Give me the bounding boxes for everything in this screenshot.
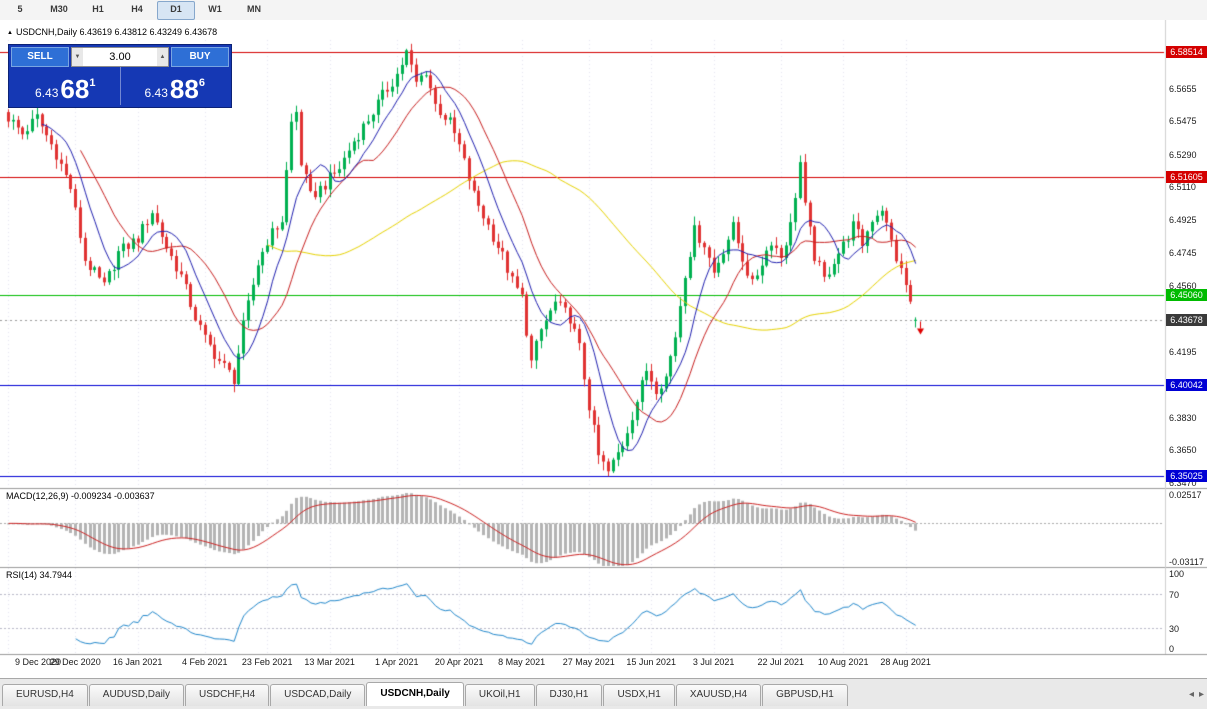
timeframe-button-w1[interactable]: W1 xyxy=(208,3,222,14)
level-price-tag[interactable]: 6.35025 xyxy=(1166,469,1207,482)
price-axis-tick: 6.5110 xyxy=(1169,181,1196,192)
volume-decrease-button[interactable]: ▼ xyxy=(72,48,83,66)
date-axis-label: 27 May 2021 xyxy=(562,657,615,667)
chart-window: ▲ USDCNH,Daily 6.43619 6.43812 6.43249 6.… xyxy=(0,20,1207,678)
macd-axis-bottom-label: -0.03117 xyxy=(1169,557,1204,567)
trade-panel-controls: SELL ▼ 3.00 ▲ BUY xyxy=(11,47,229,67)
price-axis-tick: 6.3650 xyxy=(1169,445,1197,456)
level-price-tag[interactable]: 6.58514 xyxy=(1166,46,1207,59)
price-axis-tick: 6.4925 xyxy=(1169,215,1197,226)
date-axis-label: 1 Apr 2021 xyxy=(375,657,419,667)
chart-tabs: EURUSD,H4 AUDUSD,Daily USDCHF,H4 USDCAD,Dai… xyxy=(2,682,849,709)
timeframe-button-h1[interactable]: H1 xyxy=(92,3,104,14)
chart-title: ▲ USDCNH,Daily 6.43619 6.43812 6.43249 6.… xyxy=(7,27,217,37)
macd-indicator-label: MACD(12,26,9) -0.009234 -0.003637 xyxy=(6,491,155,501)
timeframe-button-m30[interactable]: M30 xyxy=(50,3,68,14)
macd-axis-top-label: 0.02517 xyxy=(1169,490,1202,500)
level-price-tag[interactable]: 6.40042 xyxy=(1166,379,1207,392)
chart-tab-usdcnh-daily[interactable]: USDCNH,Daily xyxy=(366,682,464,706)
rsi-indicator-label: RSI(14) 34.7944 xyxy=(6,570,73,580)
date-axis-label: 29 Dec 2020 xyxy=(49,657,101,667)
sell-price-prefix: 6.43 xyxy=(35,86,59,100)
chart-tab-usdchf-h4[interactable]: USDCHF,H4 xyxy=(185,684,270,706)
timeframe-button-h4[interactable]: H4 xyxy=(131,3,143,14)
buy-price-prefix: 6.43 xyxy=(144,86,168,100)
price-axis-tick: 6.3470 xyxy=(1169,477,1197,488)
timeframe-button-5[interactable]: 5 xyxy=(17,3,23,14)
level-price-tag[interactable]: 6.51605 xyxy=(1166,170,1207,183)
date-axis-label: 22 Jul 2021 xyxy=(757,657,805,667)
chart-marker-icon: ▲ xyxy=(7,30,13,36)
sell-price-button[interactable]: 6.43 68 1 xyxy=(11,67,120,105)
date-axis-label: 20 Apr 2021 xyxy=(434,657,484,667)
price-axis-tick: 6.3830 xyxy=(1169,412,1197,423)
date-axis-label: 28 Aug 2021 xyxy=(880,657,931,667)
price-axis-tick: 6.5655 xyxy=(1169,83,1197,94)
trade-panel-prices: 6.43 68 1 6.43 88 6 xyxy=(11,67,229,105)
date-axis-label: 3 Jul 2021 xyxy=(692,657,735,667)
rsi-axis-label: 100 xyxy=(1169,569,1185,579)
tab-scroll-right-icon[interactable]: ▸ xyxy=(1198,689,1204,700)
timeframe-toolbar: 5 M30 H1 H4 D1 W1 MN xyxy=(0,0,1207,21)
chart-tab-gbpusd-h1[interactable]: GBPUSD,H1 xyxy=(762,684,848,706)
date-axis-label: 10 Aug 2021 xyxy=(817,657,869,667)
sell-button[interactable]: SELL xyxy=(11,47,69,67)
buy-price-button[interactable]: 6.43 88 6 xyxy=(119,67,230,105)
tab-scroll-controls: ◂ ▸ xyxy=(1189,689,1207,700)
chart-tab-eurusd-h4[interactable]: EURUSD,H4 xyxy=(2,684,88,706)
rsi-axis-label: 0 xyxy=(1169,644,1175,654)
date-axis-label: 8 May 2021 xyxy=(498,657,546,667)
chart-tab-xauusd-h4[interactable]: XAUUSD,H4 xyxy=(675,684,762,706)
price-axis-tick: 6.4195 xyxy=(1169,346,1197,357)
timeframe-button-mn[interactable]: MN xyxy=(247,3,261,14)
date-axis-label: 15 Jun 2021 xyxy=(626,657,676,667)
date-axis-label: 4 Feb 2021 xyxy=(182,657,228,667)
chart-tab-bar: EURUSD,H4 AUDUSD,Daily USDCHF,H4 USDCAD,Dai… xyxy=(0,678,1207,709)
sell-price-pips: 68 xyxy=(60,74,90,104)
chart-tab-audusd-daily[interactable]: AUDUSD,Daily xyxy=(88,684,185,706)
volume-value[interactable]: 3.00 xyxy=(109,51,131,63)
tab-scroll-left-icon[interactable]: ◂ xyxy=(1188,689,1194,700)
price-axis-tick: 6.5475 xyxy=(1169,116,1197,127)
chart-tab-usdx-h1[interactable]: USDX,H1 xyxy=(603,684,675,706)
chart-title-text: USDCNH,Daily 6.43619 6.43812 6.43249 6.4… xyxy=(15,27,218,37)
level-price-tag[interactable]: 6.45060 xyxy=(1166,288,1207,301)
buy-price-pips: 88 xyxy=(169,74,199,104)
date-axis-label: 23 Feb 2021 xyxy=(241,657,293,667)
buy-price-point: 6 xyxy=(198,77,205,89)
volume-increase-button[interactable]: ▲ xyxy=(157,48,168,66)
price-axis-tick: 6.4560 xyxy=(1169,281,1197,292)
rsi-axis-label: 70 xyxy=(1169,589,1180,600)
price-axis-tick: 6.4745 xyxy=(1169,247,1197,258)
chart-tab-usdcad-daily[interactable]: USDCAD,Daily xyxy=(270,684,366,706)
chart-tab-ukoil-h1[interactable]: UKOil,H1 xyxy=(464,684,535,706)
one-click-trading-panel: SELL ▼ 3.00 ▲ BUY 6.43 68 1 6.43 88 6 xyxy=(8,44,232,108)
date-axis-label: 13 Mar 2021 xyxy=(304,657,355,667)
price-axis-tick: 6.5290 xyxy=(1169,149,1197,160)
current-price-tag: 6.43678 xyxy=(1166,313,1207,326)
volume-field[interactable]: ▼ 3.00 ▲ xyxy=(71,47,169,67)
chart-tab-dj30-h1[interactable]: DJ30,H1 xyxy=(535,684,603,706)
price-chart-canvas[interactable] xyxy=(0,20,1207,678)
buy-button[interactable]: BUY xyxy=(171,47,229,67)
rsi-axis-label: 30 xyxy=(1169,623,1180,634)
date-axis-label: 9 Dec 2020 xyxy=(14,657,62,667)
timeframe-button-d1[interactable]: D1 xyxy=(157,0,195,20)
sell-price-point: 1 xyxy=(89,77,96,89)
date-axis-label: 16 Jan 2021 xyxy=(112,657,163,667)
